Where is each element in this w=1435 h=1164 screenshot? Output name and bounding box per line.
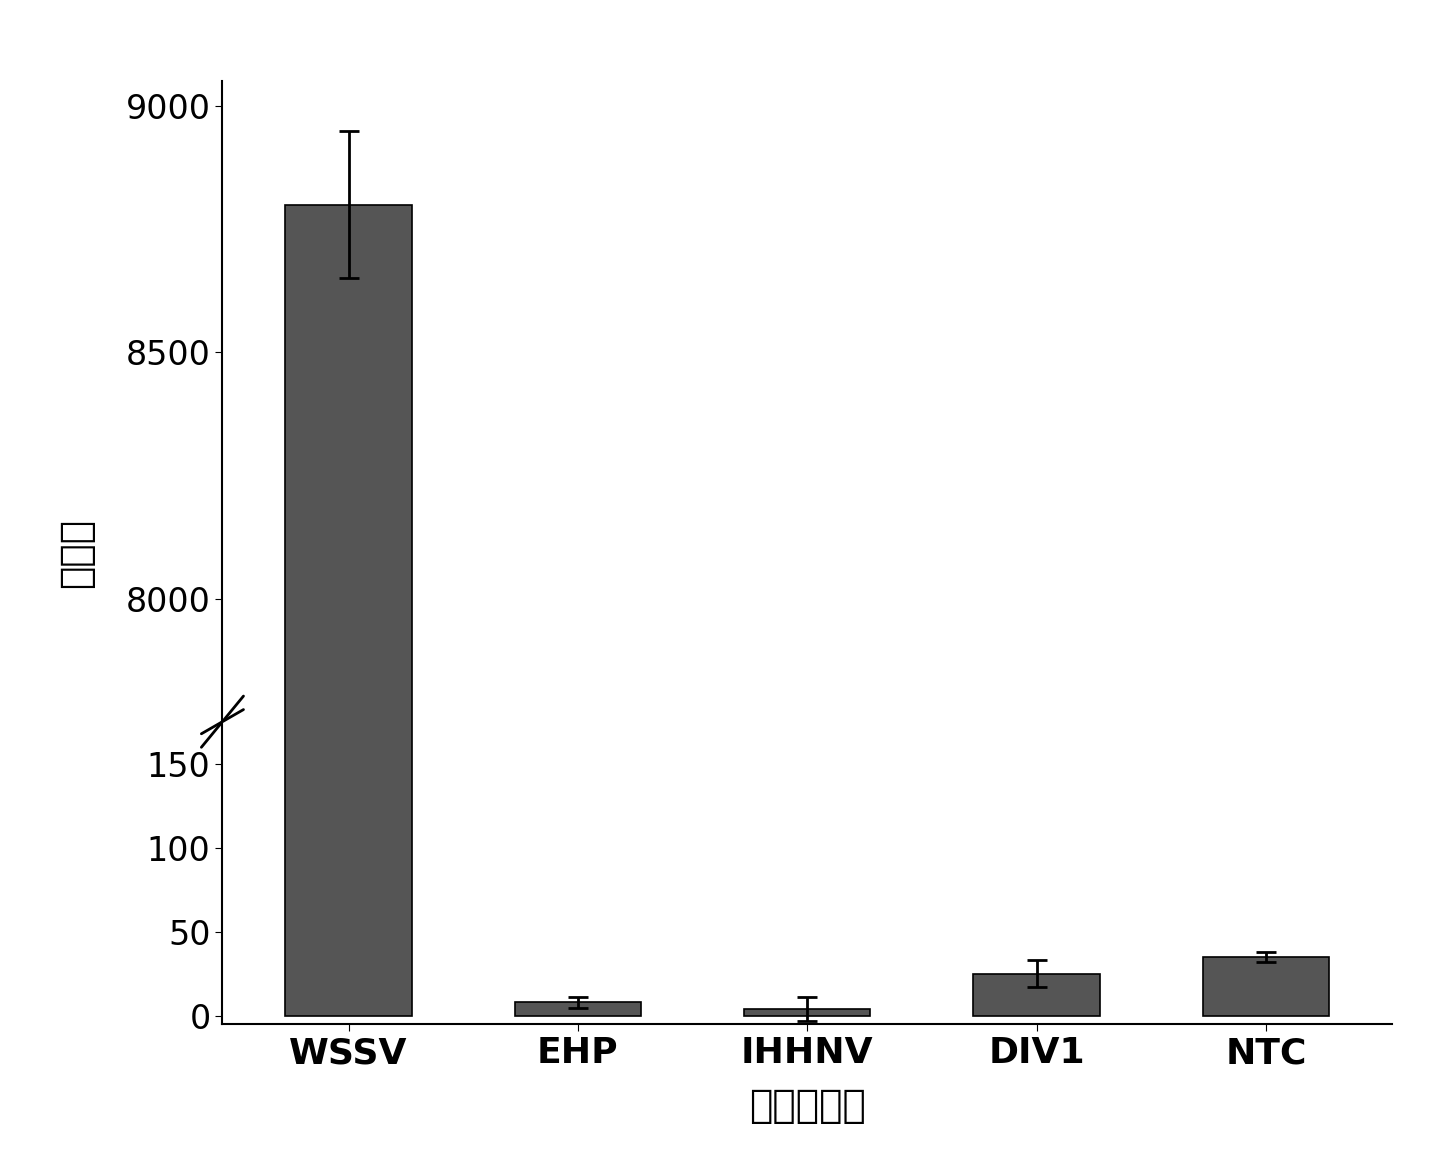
Bar [1203, 957, 1329, 1016]
Bar [286, 205, 412, 1164]
Bar [973, 974, 1099, 1016]
Bar [515, 1002, 641, 1016]
Text: 病原体种类: 病原体种类 [749, 1087, 865, 1126]
Bar [745, 1009, 870, 1016]
Bar [286, 0, 412, 1016]
Text: 荧光值: 荧光值 [57, 518, 95, 588]
